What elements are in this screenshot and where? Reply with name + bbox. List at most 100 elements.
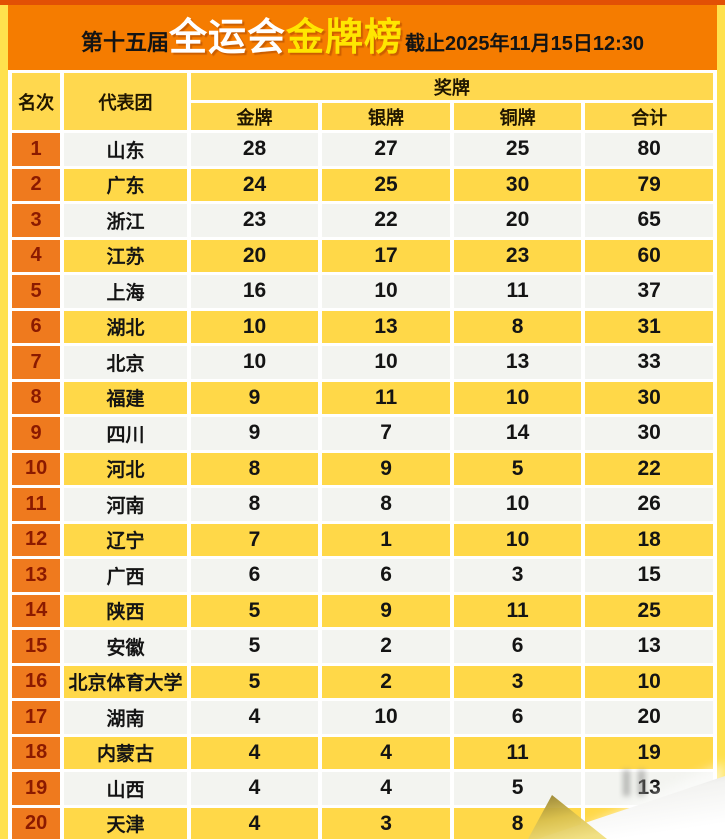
bronze-cell: 20 [453,204,582,237]
gold-cell: 9 [190,381,319,414]
silver-cell: 10 [322,701,450,734]
gold-cell: 4 [190,701,319,734]
gold-cell: 8 [190,452,319,485]
delegation-cell: 山东 [64,133,187,166]
table-row: 7 北京 10 10 13 33 [12,346,713,379]
total-cell: 19 [585,736,713,769]
table-row: 12 辽宁 7 1 10 18 [12,523,713,556]
total-cell: 25 [585,594,713,627]
rank-cell: 1 [12,133,61,166]
total-cell: 13 [585,630,713,663]
delegation-cell: 广西 [64,559,187,592]
total-cell: 65 [585,204,713,237]
bronze-cell: 10 [453,488,582,521]
total-cell: 20 [585,701,713,734]
delegation-cell: 辽宁 [64,523,187,556]
rank-cell: 17 [12,701,61,734]
silver-cell: 25 [322,168,450,201]
title-banner: 第十五届全运会金牌榜 截止2025年11月15日12:30 [8,0,717,70]
bronze-cell: 3 [453,665,582,698]
delegation-cell: 四川 [64,417,187,450]
table-row: 11 河南 8 8 10 26 [12,488,713,521]
rank-cell: 3 [12,204,61,237]
bronze-cell: 11 [453,275,582,308]
header-bronze: 铜牌 [453,103,582,130]
total-cell: 79 [585,168,713,201]
rank-cell: 9 [12,417,61,450]
delegation-cell: 河南 [64,488,187,521]
silver-cell: 4 [322,736,450,769]
table-row: 15 安徽 5 2 6 13 [12,630,713,663]
gold-cell: 16 [190,275,319,308]
silver-cell: 10 [322,346,450,379]
bronze-cell: 10 [453,381,582,414]
bronze-cell: 5 [453,452,582,485]
rank-cell: 13 [12,559,61,592]
delegation-cell: 湖北 [64,310,187,343]
gold-cell: 8 [190,488,319,521]
rank-cell: 12 [12,523,61,556]
total-cell: 15 [585,559,713,592]
rank-cell: 14 [12,594,61,627]
table-row: 17 湖南 4 10 6 20 [12,701,713,734]
delegation-cell: 广东 [64,168,187,201]
medal-table: 名次 代表团 奖牌 金牌 银牌 铜牌 合计 1 山东 28 27 25 80 2 广东 24 25… [8,70,717,839]
silver-cell: 2 [322,665,450,698]
bronze-cell: 14 [453,417,582,450]
gold-cell: 10 [190,346,319,379]
medal-table-container: 名次 代表团 奖牌 金牌 银牌 铜牌 合计 1 山东 28 27 25 80 2 广东 24 25… [8,70,717,839]
title-prefix: 第十五届 [80,30,169,55]
total-cell: 18 [585,523,713,556]
delegation-cell: 北京 [64,346,187,379]
table-row: 4 江苏 20 17 23 60 [12,239,713,272]
bronze-cell: 10 [453,523,582,556]
silver-cell: 17 [322,239,450,272]
delegation-cell: 上海 [64,275,187,308]
silver-cell: 6 [322,559,450,592]
silver-cell: 10 [322,275,450,308]
rank-cell: 15 [12,630,61,663]
silver-cell: 22 [322,204,450,237]
header-gold: 金牌 [190,103,319,130]
total-cell: 33 [585,346,713,379]
silver-cell: 11 [322,381,450,414]
gold-cell: 5 [190,630,319,663]
total-cell: 26 [585,488,713,521]
table-row: 1 山东 28 27 25 80 [12,133,713,166]
header-silver: 银牌 [322,103,450,130]
gold-cell: 23 [190,204,319,237]
total-cell: 80 [585,133,713,166]
delegation-cell: 浙江 [64,204,187,237]
bronze-cell: 25 [453,133,582,166]
silver-cell: 1 [322,523,450,556]
header-rank: 名次 [12,73,61,130]
gold-cell: 7 [190,523,319,556]
silver-cell: 7 [322,417,450,450]
gold-cell: 4 [190,772,319,805]
rank-cell: 6 [12,310,61,343]
gold-cell: 4 [190,807,319,839]
rank-cell: 18 [12,736,61,769]
bronze-cell: 23 [453,239,582,272]
page-curl [528,762,725,839]
header-total: 合计 [585,103,713,130]
delegation-cell: 福建 [64,381,187,414]
rank-cell: 8 [12,381,61,414]
gold-cell: 20 [190,239,319,272]
table-row: 2 广东 24 25 30 79 [12,168,713,201]
total-cell: 31 [585,310,713,343]
gold-cell: 28 [190,133,319,166]
rank-cell: 10 [12,452,61,485]
silver-cell: 9 [322,594,450,627]
total-cell: 37 [585,275,713,308]
total-cell: 60 [585,239,713,272]
table-row: 14 陕西 5 9 11 25 [12,594,713,627]
delegation-cell: 山西 [64,772,187,805]
rank-cell: 7 [12,346,61,379]
bronze-cell: 11 [453,594,582,627]
rank-cell: 20 [12,807,61,839]
bronze-cell: 5 [453,772,582,805]
gold-cell: 5 [190,665,319,698]
silver-cell: 13 [322,310,450,343]
delegation-cell: 湖南 [64,701,187,734]
